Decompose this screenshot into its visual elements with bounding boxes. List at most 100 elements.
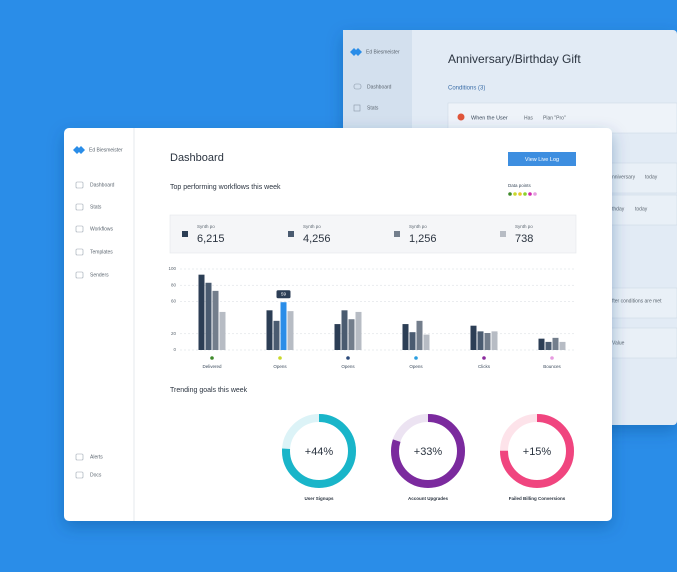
bar — [416, 320, 423, 350]
nav-icon — [75, 471, 84, 479]
nav-item[interactable]: Senders — [90, 272, 109, 278]
user-name: Ed Biesmeister — [366, 49, 400, 55]
stats-box — [169, 214, 577, 254]
legend-swatch — [288, 231, 294, 237]
bar — [477, 331, 484, 350]
legend-dots — [508, 192, 537, 196]
category-dot — [414, 356, 418, 360]
bar — [538, 338, 545, 350]
condition-icon — [457, 113, 465, 121]
y-tick-label: 20 — [171, 331, 177, 336]
back-title: Anniversary/Birthday Gift — [448, 52, 581, 66]
x-tick-label: Bounces — [543, 364, 561, 369]
category-dot — [346, 356, 350, 360]
legend-swatch — [394, 231, 400, 237]
bar — [355, 311, 362, 350]
tooltip-label: 59 — [281, 291, 287, 296]
category-dot — [550, 356, 554, 360]
bar — [198, 274, 205, 350]
fragment: today — [645, 174, 658, 180]
donut-arc — [282, 414, 356, 488]
nav-item[interactable]: Workflows — [90, 226, 113, 232]
fragment: nniversary — [612, 174, 636, 180]
nav-item[interactable]: Stats — [367, 105, 379, 111]
chart-title: Top performing workflows this week — [170, 184, 281, 191]
dot — [533, 192, 537, 196]
category-dot — [210, 356, 214, 360]
x-tick-label: Delivered — [202, 364, 222, 369]
goal-name: Account Upgrades — [408, 496, 449, 501]
donut-label: +44% — [305, 446, 334, 458]
stat-value: 1,256 — [409, 233, 437, 245]
bar — [273, 320, 280, 350]
y-tick-label: 100 — [168, 266, 176, 271]
category-dot — [278, 356, 282, 360]
legend-swatch — [500, 231, 506, 237]
nav-icon — [75, 248, 84, 256]
condition-text: When the User — [471, 115, 508, 121]
bar — [219, 311, 226, 350]
bar — [545, 341, 552, 350]
legend-swatch — [182, 231, 188, 237]
condition-text: Plan "Pro" — [543, 115, 566, 121]
condition-text: Has — [524, 115, 533, 121]
x-tick-label: Opens — [341, 364, 355, 369]
goals-title: Trending goals this week — [170, 387, 248, 394]
bar — [409, 332, 416, 350]
dot — [508, 192, 512, 196]
nav-item[interactable]: Alerts — [90, 454, 103, 460]
bar — [212, 290, 219, 350]
legend-name: Synth po — [409, 224, 427, 229]
fragment: today — [635, 206, 648, 212]
legend-name: Synth po — [303, 224, 321, 229]
live-log-button[interactable] — [508, 152, 576, 166]
y-tick-label: 0 — [173, 347, 176, 352]
page-title: Dashboard — [170, 152, 224, 164]
logo — [350, 48, 362, 56]
category-dot — [482, 356, 486, 360]
dot — [523, 192, 527, 196]
user-name: Ed Biesmeister — [89, 147, 123, 153]
bar — [334, 324, 341, 350]
donut-arc — [500, 414, 574, 488]
bar — [205, 282, 212, 350]
stat-value: 738 — [515, 233, 533, 245]
tooltip — [276, 290, 291, 299]
nav-icon — [75, 225, 84, 233]
nav-icon — [75, 181, 84, 189]
icon — [353, 104, 361, 112]
dot — [518, 192, 522, 196]
stat-value: 4,256 — [303, 233, 331, 245]
bar — [280, 302, 287, 350]
bar — [491, 331, 498, 350]
fragment: Value — [612, 340, 625, 346]
nav-icon — [75, 271, 84, 279]
nav-item[interactable]: Templates — [90, 249, 113, 255]
bar — [552, 337, 559, 350]
x-tick-label: Opens — [409, 364, 423, 369]
bar — [341, 310, 348, 350]
bar — [470, 325, 477, 350]
bar — [287, 311, 294, 350]
nav-icon — [75, 203, 84, 211]
legend-name: Synth po — [197, 224, 215, 229]
icon — [353, 83, 362, 90]
bar — [484, 332, 491, 350]
nav-item[interactable]: Docs — [90, 472, 102, 478]
dot — [513, 192, 517, 196]
dot — [528, 192, 532, 196]
button-label[interactable]: View Live Log — [525, 157, 559, 163]
fragment: fter conditions are met — [612, 298, 662, 304]
nav-item[interactable]: Dashboard — [367, 84, 392, 90]
nav-item[interactable]: Stats — [90, 204, 102, 210]
nav-item[interactable]: Dashboard — [90, 182, 115, 188]
goal-name: Failed Billing Conversions — [509, 496, 566, 501]
bar — [266, 310, 273, 350]
bar — [559, 341, 566, 350]
y-tick-label: 60 — [171, 299, 177, 304]
legend-title: Data points — [508, 183, 532, 188]
nav-icon — [75, 453, 84, 461]
bar — [402, 324, 409, 350]
